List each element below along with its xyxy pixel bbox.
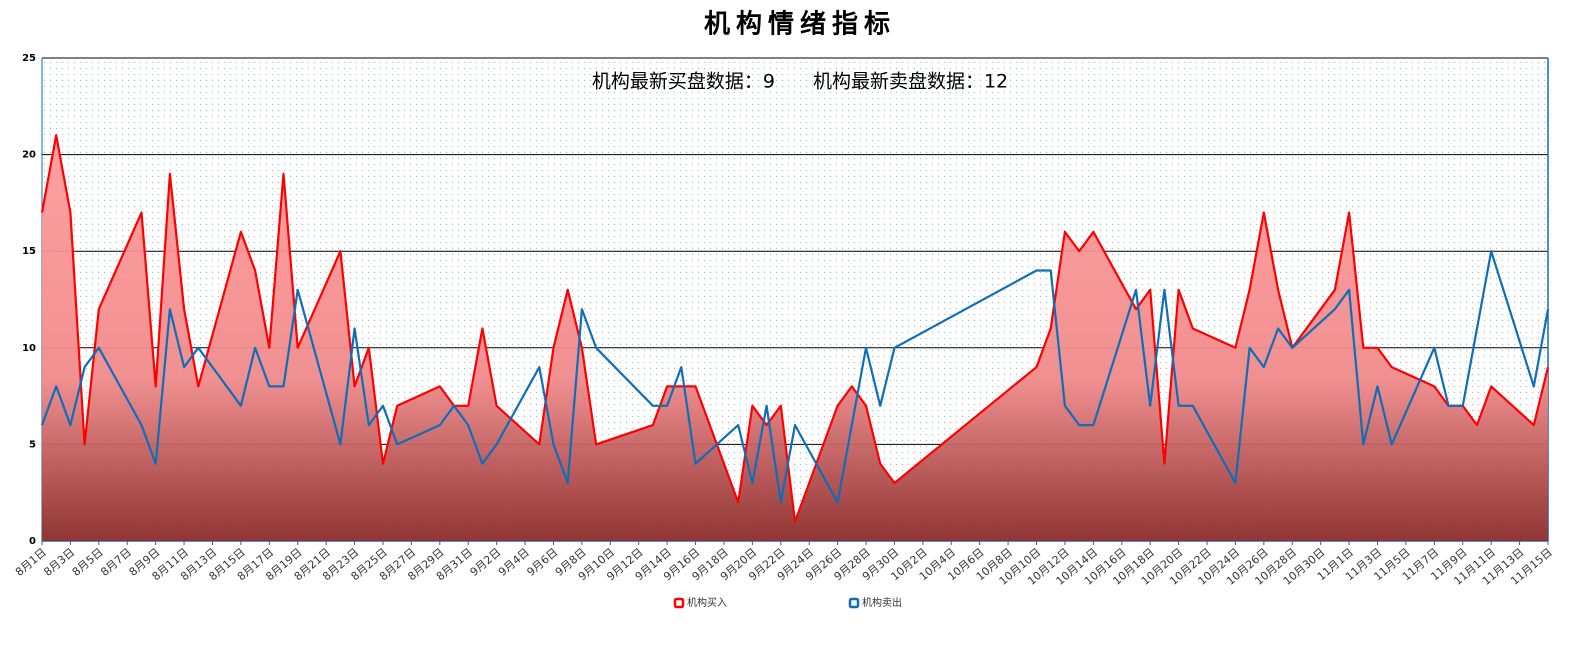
legend-label: 机构卖出 — [862, 596, 902, 609]
line — [40, 134, 1550, 523]
chart-title: 机构情绪指标 — [704, 9, 896, 40]
legend-marker — [848, 597, 860, 609]
line — [40, 250, 1550, 504]
legend-marker — [673, 597, 685, 609]
y-tick-label: 0 — [29, 536, 36, 547]
x-tick-label: 8月7日 — [98, 546, 134, 579]
x-tick-label: 8月3日 — [41, 546, 77, 579]
y-tick-label: 5 — [29, 439, 36, 450]
x-tick-label: 8月1日 — [13, 546, 49, 579]
y-tick-label: 25 — [22, 53, 36, 64]
y-tick-label: 15 — [22, 246, 36, 257]
chart-subtitle: 机构最新买盘数据：9 机构最新卖盘数据：12 — [592, 71, 1008, 93]
legend-label: 机构买入 — [687, 596, 727, 609]
x-tick-label: 9月4日 — [496, 546, 532, 579]
x-tick-label: 9月2日 — [468, 546, 504, 579]
x-tick-label: 8月5日 — [70, 546, 106, 579]
area — [42, 135, 1548, 542]
y-tick-label: 10 — [22, 343, 36, 354]
y-tick-label: 20 — [22, 150, 36, 161]
x-tick-label: 9月6日 — [524, 546, 560, 579]
